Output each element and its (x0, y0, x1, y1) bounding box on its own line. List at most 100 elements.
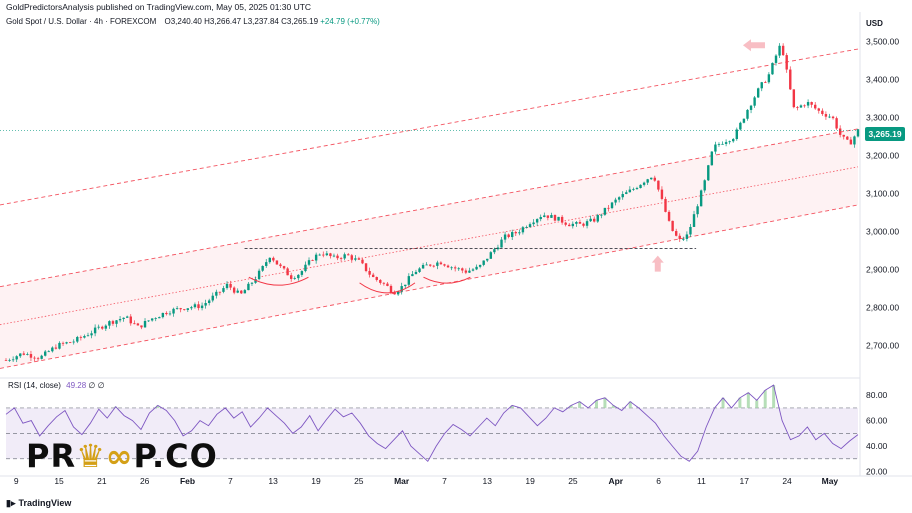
candle-body (44, 351, 47, 356)
candle-body (585, 221, 589, 226)
time-tick-label: 7 (442, 476, 447, 486)
ohlc-open: O3,240.40 (164, 17, 202, 26)
candle-body (760, 82, 763, 89)
time-tick-label: 19 (311, 476, 321, 486)
footer-brand[interactable]: ▮▸ TradingView (6, 498, 71, 509)
candle-body (821, 110, 824, 115)
candle-body (375, 277, 378, 280)
candle-body (26, 354, 29, 355)
candle-body (126, 316, 129, 318)
candle-body (257, 270, 261, 280)
candle-body (279, 264, 282, 267)
published-line: GoldPredictorsAnalysis published on Trad… (6, 2, 312, 12)
candle-body (350, 255, 353, 260)
ohlc-high: H3,266.47 (204, 17, 242, 26)
price-tick-label: 3,500.00 (866, 36, 899, 46)
candle-body (104, 325, 108, 329)
candle-body (678, 235, 681, 240)
time-tick-label: 25 (354, 476, 364, 486)
candle-body (115, 320, 118, 324)
candle-body (272, 257, 275, 261)
candle-body (247, 283, 250, 291)
crown-glasses-icon: ♛∞ (76, 437, 134, 475)
candle-body (400, 286, 403, 292)
candle-body (785, 55, 788, 70)
candle-body (322, 254, 325, 256)
candle-body (742, 118, 746, 123)
candle-body (304, 264, 307, 272)
candle-body (432, 265, 435, 267)
price-tick-label: 2,800.00 (866, 303, 899, 313)
candle-body (111, 321, 115, 324)
candle-body (161, 312, 165, 318)
candle-body (596, 215, 599, 222)
rsi-tick-label: 80.00 (866, 390, 888, 400)
candle-body (664, 198, 667, 212)
candle-body (728, 141, 731, 143)
candle-body (724, 142, 728, 144)
candle-body (671, 220, 674, 232)
candle-body (436, 262, 439, 266)
candle-body (846, 136, 849, 140)
candle-body (136, 323, 140, 326)
price-tick-label: 3,200.00 (866, 150, 899, 160)
candle-body (685, 234, 689, 239)
candle-body (482, 260, 485, 265)
candle-body (418, 268, 421, 272)
footer-brand-text: TradingView (18, 498, 72, 508)
candle-body (621, 194, 624, 198)
time-tick-label: 17 (740, 476, 750, 486)
price-tick-label: 3,100.00 (866, 188, 899, 198)
candle-body (275, 260, 279, 265)
candle-body (514, 232, 517, 234)
candle-body (838, 128, 842, 135)
candle-body (650, 177, 653, 180)
candle-body (635, 188, 639, 189)
candle-body (68, 342, 72, 344)
symbol-name[interactable]: Gold Spot / U.S. Dollar · 4h · FOREXCOM (6, 17, 157, 26)
candle-body (404, 284, 407, 287)
price-tick-label: 3,000.00 (866, 227, 899, 237)
candle-body (710, 151, 714, 166)
candle-body (614, 199, 617, 203)
candle-body (289, 275, 293, 279)
price-tick-label: 2,900.00 (866, 265, 899, 275)
candle-body (781, 45, 785, 56)
currency-label: USD (866, 19, 883, 28)
candle-body (193, 304, 197, 308)
candle-body (589, 218, 592, 222)
rsi-legend[interactable]: RSI (14, close) 49.28 ∅ ∅ (8, 381, 105, 390)
axes: 2,700.00 2,800.00 2,900.00 3,000.00 3,100.00… (14, 36, 900, 486)
candle-body (425, 264, 428, 266)
candle-body (689, 226, 692, 235)
tradingview-logo-icon: ▮▸ (6, 498, 16, 508)
candle-body (314, 254, 318, 261)
time-tick-label: Feb (180, 476, 195, 486)
candle-body (518, 232, 521, 234)
candle-body (243, 290, 247, 294)
price-tick-label: 2,700.00 (866, 341, 899, 351)
candle-body (108, 321, 111, 326)
candle-body (421, 264, 425, 269)
candle-body (40, 355, 43, 359)
rsi-panel (5, 384, 859, 463)
candle-body (828, 116, 831, 118)
candle-body (660, 189, 664, 199)
candle-body (357, 258, 361, 260)
candle-body (76, 336, 79, 342)
candle-body (382, 282, 386, 284)
candle-body (764, 82, 767, 84)
candle-body (560, 216, 564, 223)
candle-body (329, 253, 332, 257)
candle-body (853, 136, 856, 145)
candle-body (254, 279, 257, 283)
candle-body (450, 267, 453, 269)
ohlc-low: L3,237.84 (243, 17, 279, 26)
candle-body (172, 308, 175, 314)
candle-body (507, 234, 510, 238)
candle-body (19, 353, 22, 357)
arrow-left-icon (742, 39, 765, 52)
candle-body (225, 283, 229, 289)
candle-body (457, 268, 460, 270)
symbol-info: Gold Spot / U.S. Dollar · 4h · FOREXCOM … (6, 17, 380, 26)
